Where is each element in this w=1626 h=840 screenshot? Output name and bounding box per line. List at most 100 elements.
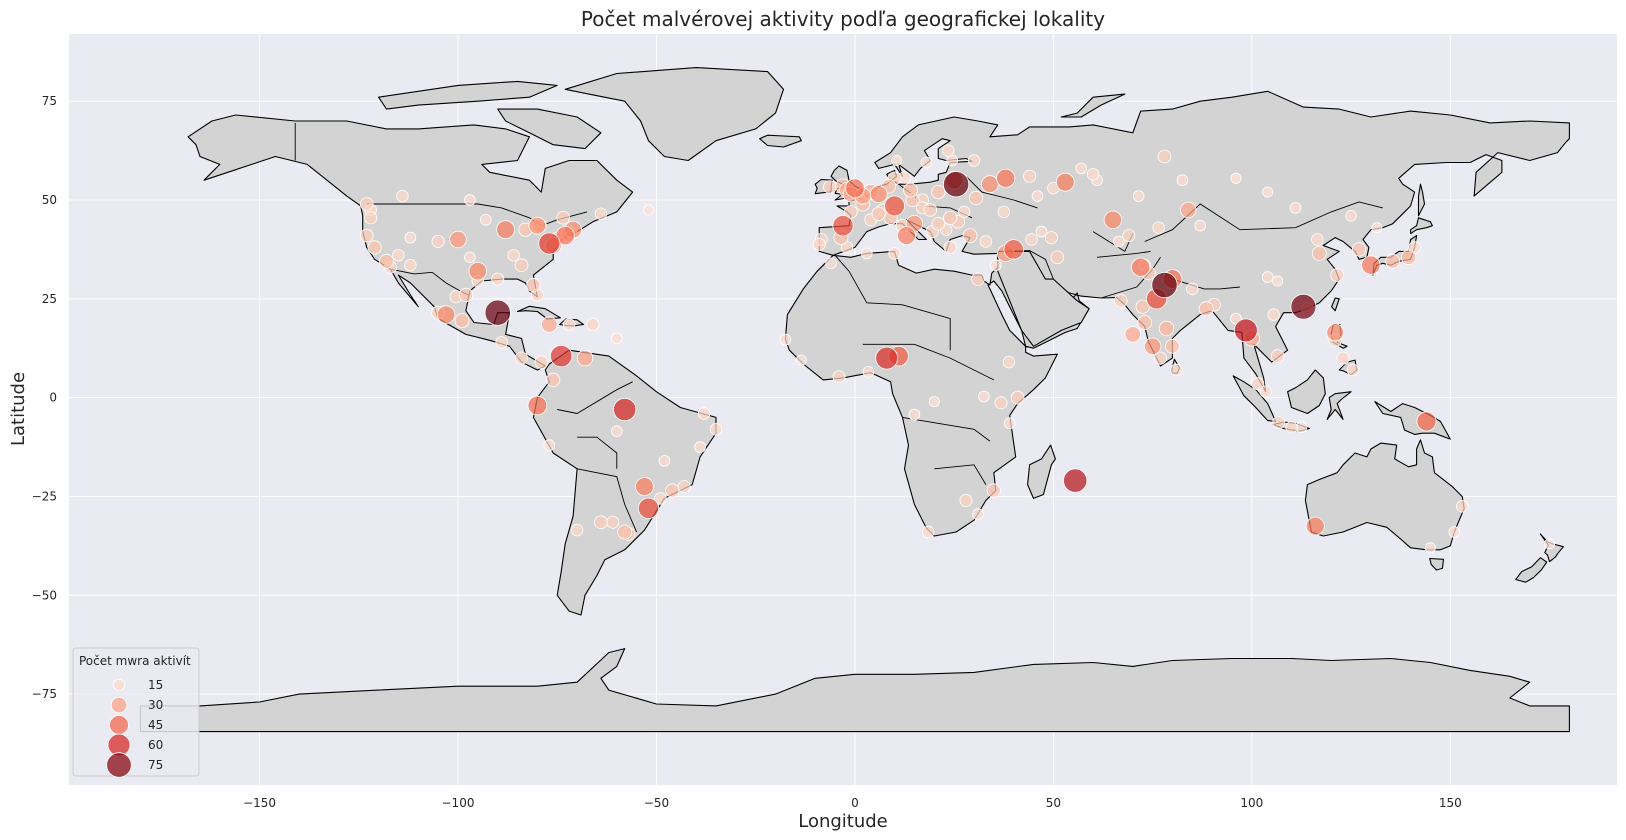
- data-point: [694, 441, 706, 453]
- data-point: [1050, 250, 1065, 265]
- data-point: [709, 423, 723, 436]
- data-point: [1152, 221, 1165, 234]
- country-border: [1096, 250, 1151, 258]
- data-point: [556, 211, 570, 225]
- world-map: [139, 67, 1570, 733]
- data-point: [1259, 385, 1272, 398]
- data-point: [1180, 201, 1197, 219]
- data-point: [367, 240, 382, 255]
- y-tick-label: 0: [49, 391, 57, 405]
- data-point: [1044, 231, 1058, 245]
- data-point: [1400, 249, 1417, 265]
- data-point: [931, 185, 946, 200]
- data-point: [404, 259, 417, 272]
- data-point: [1023, 169, 1037, 183]
- data-point: [1122, 229, 1136, 243]
- land-sakhalin: [1417, 183, 1426, 217]
- data-point: [515, 351, 529, 365]
- data-point: [1290, 293, 1317, 320]
- data-point: [541, 316, 558, 333]
- data-point: [1230, 172, 1242, 184]
- data-point: [1010, 390, 1025, 405]
- data-point: [392, 249, 405, 262]
- data-point: [534, 355, 549, 369]
- data-point: [962, 228, 978, 244]
- data-point: [903, 182, 918, 198]
- data-point: [379, 253, 394, 269]
- data-point: [637, 497, 660, 519]
- data-point: [594, 515, 608, 529]
- data-point: [997, 205, 1011, 219]
- data-point: [479, 214, 492, 226]
- data-point: [1251, 377, 1265, 391]
- country-border: [934, 464, 987, 485]
- data-point: [989, 259, 1002, 272]
- data-point: [844, 205, 858, 219]
- country-border: [577, 436, 618, 469]
- data-point: [562, 318, 576, 331]
- data-point: [943, 210, 958, 225]
- data-point: [823, 180, 837, 194]
- data-point: [832, 215, 854, 237]
- data-point: [697, 407, 711, 420]
- country-border: [557, 381, 633, 414]
- data-point: [875, 346, 899, 370]
- land-madagascar: [1027, 444, 1056, 499]
- data-point: [972, 508, 984, 521]
- data-point: [812, 237, 826, 251]
- y-axis-title: Latitude: [8, 372, 29, 446]
- data-point: [942, 144, 955, 157]
- land-arabia-and-south-asia-fill: [997, 250, 1090, 347]
- data-point: [869, 185, 888, 204]
- x-axis-title: Longitude: [798, 811, 888, 832]
- data-point: [359, 228, 374, 243]
- axis-ticks: −150 −100 −50 0 50 100 150 −75 −50 −25 0 25 50 75: [32, 94, 1462, 810]
- data-point: [1176, 174, 1189, 187]
- data-point: [454, 313, 470, 329]
- land-tasmania: [1429, 557, 1445, 571]
- data-point: [1330, 268, 1344, 282]
- data-point: [862, 366, 875, 378]
- data-point: [825, 257, 837, 270]
- legend-label: 45: [148, 718, 163, 732]
- data-point: [1346, 363, 1360, 377]
- data-point: [971, 272, 985, 286]
- data-point: [1448, 526, 1461, 538]
- y-tick-label: 75: [42, 94, 57, 108]
- legend-label: 30: [148, 698, 163, 712]
- data-point: [654, 492, 667, 505]
- data-point: [1002, 355, 1016, 369]
- data-point: [1132, 190, 1145, 202]
- data-point: [860, 247, 873, 260]
- data-point: [931, 216, 946, 231]
- x-tick-label: 150: [1439, 796, 1462, 810]
- data-point: [364, 211, 378, 225]
- data-point: [1003, 417, 1016, 430]
- data-point: [617, 524, 633, 540]
- y-tick-label: −75: [32, 687, 57, 701]
- data-point: [986, 483, 1001, 498]
- data-point: [1151, 271, 1178, 299]
- data-point: [1003, 239, 1024, 260]
- land-iceland: [759, 134, 802, 148]
- data-point: [1261, 271, 1274, 283]
- data-point: [1035, 225, 1048, 238]
- data-point: [1055, 172, 1075, 192]
- data-point: [978, 390, 990, 403]
- data-point: [795, 354, 807, 366]
- data-point: [1143, 337, 1162, 356]
- data-point: [543, 439, 556, 451]
- data-point: [1103, 210, 1123, 230]
- data-point: [613, 397, 637, 422]
- data-point: [1311, 245, 1327, 261]
- data-point: [1114, 293, 1128, 308]
- data-point: [1385, 253, 1401, 269]
- country-border: [1172, 278, 1240, 290]
- data-point: [942, 171, 970, 198]
- data-point: [1025, 233, 1038, 246]
- data-point: [871, 206, 886, 221]
- data-point: [1075, 162, 1087, 175]
- data-point: [359, 197, 374, 211]
